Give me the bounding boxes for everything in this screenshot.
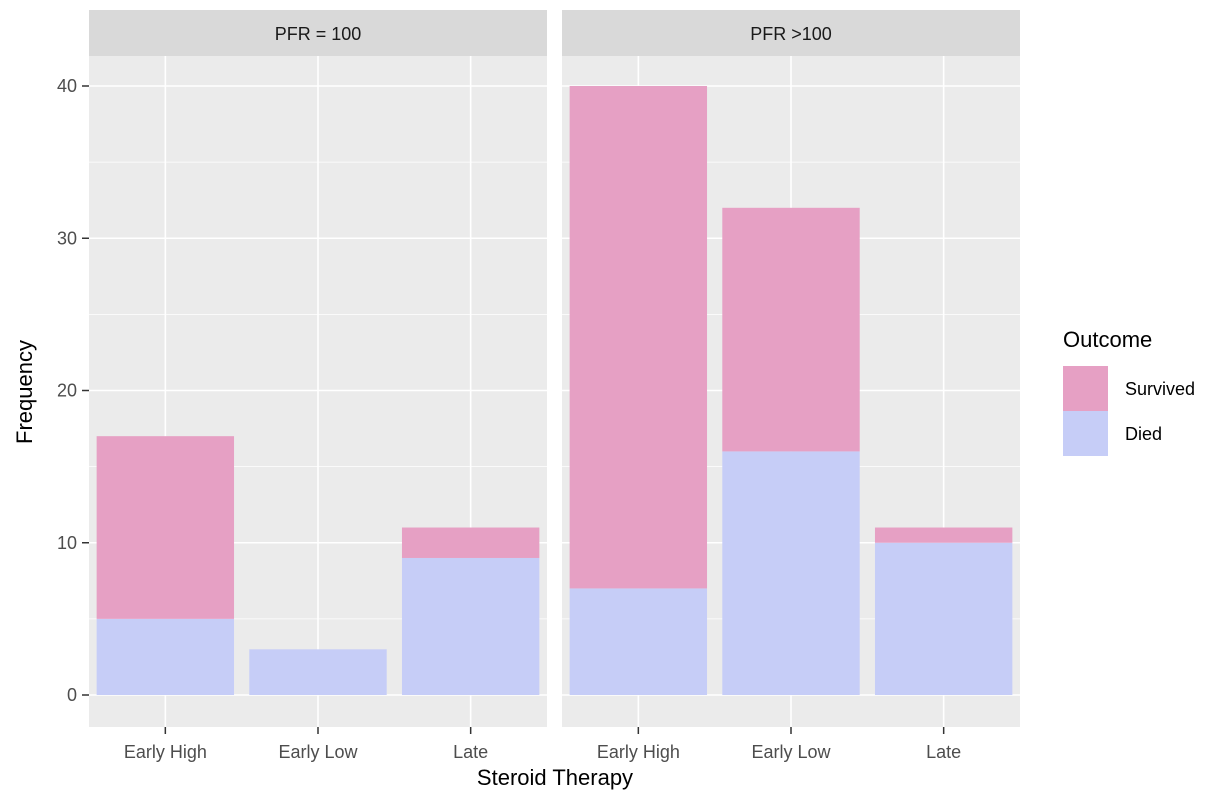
y-tick-label: 40	[57, 76, 77, 96]
x-tick-label: Late	[453, 742, 488, 762]
y-axis-title: Frequency	[12, 340, 37, 444]
y-tick-label: 0	[67, 685, 77, 705]
bar-survived	[401, 527, 540, 558]
bar-survived	[874, 527, 1013, 543]
legend-entry-died: Died	[1063, 411, 1162, 456]
y-tick-label: 30	[57, 228, 77, 248]
y-tick-label: 10	[57, 533, 77, 553]
bar-survived	[96, 436, 235, 619]
legend-label: Survived	[1125, 379, 1195, 399]
bar-survived	[722, 207, 860, 452]
bar-survived	[569, 86, 708, 589]
legend-label: Died	[1125, 424, 1162, 444]
x-tick-label: Early Low	[751, 742, 831, 762]
x-tick-label: Early High	[597, 742, 680, 762]
panel-2: Early High Early Low Late PFR >100	[562, 10, 1020, 762]
bar-died	[569, 588, 708, 695]
x-tick-label: Late	[926, 742, 961, 762]
bar-died	[874, 542, 1013, 695]
facet-strip-label: PFR >100	[750, 24, 832, 44]
legend-entry-survived: Survived	[1063, 366, 1195, 411]
y-tick-label: 20	[57, 381, 77, 401]
facet-strip	[89, 10, 547, 56]
bar-died	[96, 618, 235, 695]
x-tick-label: Early Low	[278, 742, 358, 762]
legend: Outcome Survived Died	[1063, 327, 1195, 456]
x-axis-title: Steroid Therapy	[477, 765, 633, 790]
facet-strip-label: PFR = 100	[275, 24, 362, 44]
bar-died	[249, 649, 387, 695]
legend-swatch	[1063, 366, 1108, 411]
y-axis: 0 10 20 30 40	[57, 76, 89, 705]
bar-died	[722, 451, 860, 695]
legend-title: Outcome	[1063, 327, 1152, 352]
facet-strip	[562, 10, 1020, 56]
x-tick-label: Early High	[124, 742, 207, 762]
legend-swatch	[1063, 411, 1108, 456]
bar-died	[401, 557, 540, 695]
panel-1: Early High Early Low Late PFR = 100	[89, 10, 547, 762]
